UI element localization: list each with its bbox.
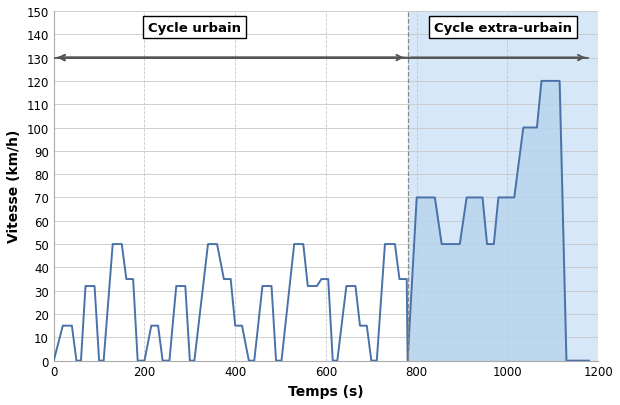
Text: Cycle extra-urbain: Cycle extra-urbain (434, 22, 572, 35)
Y-axis label: Vitesse (km/h): Vitesse (km/h) (7, 130, 21, 243)
Text: Cycle urbain: Cycle urbain (148, 22, 241, 35)
X-axis label: Temps (s): Temps (s) (288, 384, 364, 398)
Bar (407, 12, 598, 361)
